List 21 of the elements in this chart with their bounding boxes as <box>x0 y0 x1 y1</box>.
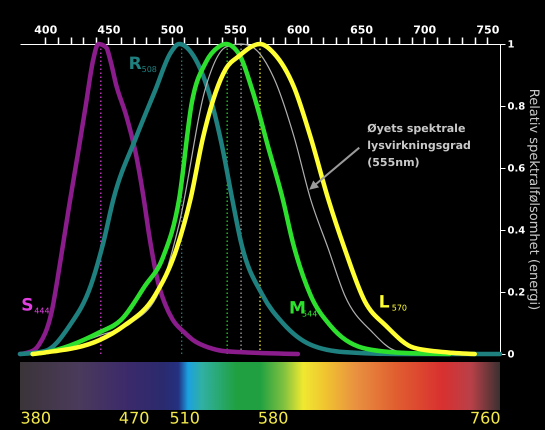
y-tick-label: 0.2 <box>508 288 526 298</box>
y-tick-label: 0.8 <box>508 102 526 112</box>
y-axis-title: Relativ spektralfølsomhet (energi) <box>526 88 542 310</box>
x2-tick-label: 600 <box>286 24 310 36</box>
y-tick-label: 0.4 <box>508 226 526 236</box>
x2-tick-label: 700 <box>413 24 437 36</box>
x-tick-label: 470 <box>118 408 150 428</box>
y-tick-label: 1 <box>508 40 514 50</box>
x-tick-label: 380 <box>20 408 52 428</box>
x-tick-label: 760 <box>470 408 500 428</box>
annotation: Øyets spektrale lysvirkningsgrad (555nm) <box>367 120 472 171</box>
x2-tick-label: 450 <box>97 24 121 36</box>
y-tick-label: 0 <box>508 350 514 360</box>
x2-tick-label: 650 <box>350 24 374 36</box>
y-tick-label: 0.6 <box>508 164 526 174</box>
x2-tick-label: 400 <box>34 24 58 36</box>
x2-tick-label: 550 <box>224 24 248 36</box>
x2-tick-label: 750 <box>476 24 500 36</box>
x-tick-label: 580 <box>258 408 288 428</box>
x2-tick-label: 500 <box>160 24 184 36</box>
x-tick-label: 510 <box>169 408 200 428</box>
